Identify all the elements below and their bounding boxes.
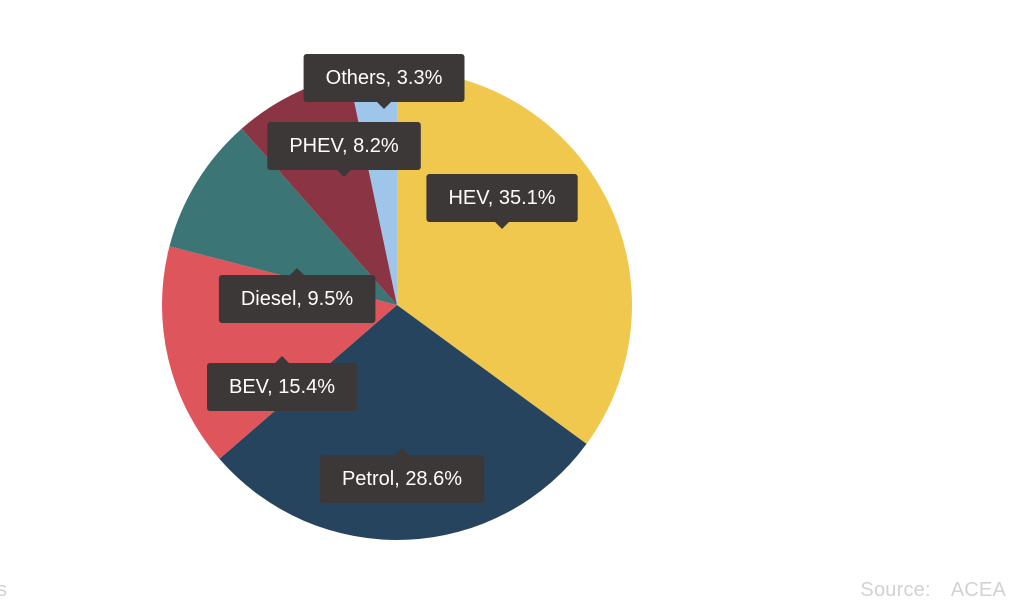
slice-label-others: Others, 3.3% <box>303 54 465 109</box>
slice-label-text: PHEV, 8.2% <box>289 135 399 157</box>
pie-slice-diesel[interactable] <box>169 128 397 305</box>
slice-label-box <box>320 455 485 503</box>
slice-label-text: HEV, 35.1% <box>448 187 555 209</box>
slice-label-pointer <box>377 102 391 109</box>
slice-label-box <box>303 54 465 102</box>
slice-label-text: Petrol, 28.6% <box>342 468 462 490</box>
slice-label-box <box>426 174 578 222</box>
slice-label-hev: HEV, 35.1% <box>426 174 578 229</box>
slice-label-petrol: Petrol, 28.6% <box>320 448 485 503</box>
cropped-footer-fragment: s <box>0 579 7 601</box>
slice-label-pointer <box>290 268 304 275</box>
slice-label-diesel: Diesel, 9.5% <box>218 268 376 323</box>
source-label: Source: <box>860 579 931 601</box>
slice-label-pointer <box>275 356 289 363</box>
cropped-footer-text: s <box>0 579 7 602</box>
slice-labels: HEV, 35.1% Petrol, 28.6% BEV, 15.4% Diesel,… <box>207 54 578 503</box>
source-note: Source: ACEA <box>860 579 1006 602</box>
pie-slice-hev[interactable] <box>397 70 632 444</box>
slice-label-text: BEV, 15.4% <box>229 376 335 398</box>
slice-label-pointer <box>395 448 409 455</box>
slice-label-text: Others, 3.3% <box>326 67 443 89</box>
source-value: ACEA <box>950 579 1006 601</box>
slice-label-pointer <box>337 170 351 177</box>
slice-label-phev: PHEV, 8.2% <box>267 122 421 177</box>
slice-label-box <box>267 122 421 170</box>
slice-label-text: Diesel, 9.5% <box>241 288 353 310</box>
slice-label-bev: BEV, 15.4% <box>207 356 358 411</box>
slice-label-pointer <box>495 222 509 229</box>
slice-label-box <box>207 363 358 411</box>
pie-slice-petrol[interactable] <box>219 305 587 540</box>
slice-label-box <box>218 275 376 323</box>
